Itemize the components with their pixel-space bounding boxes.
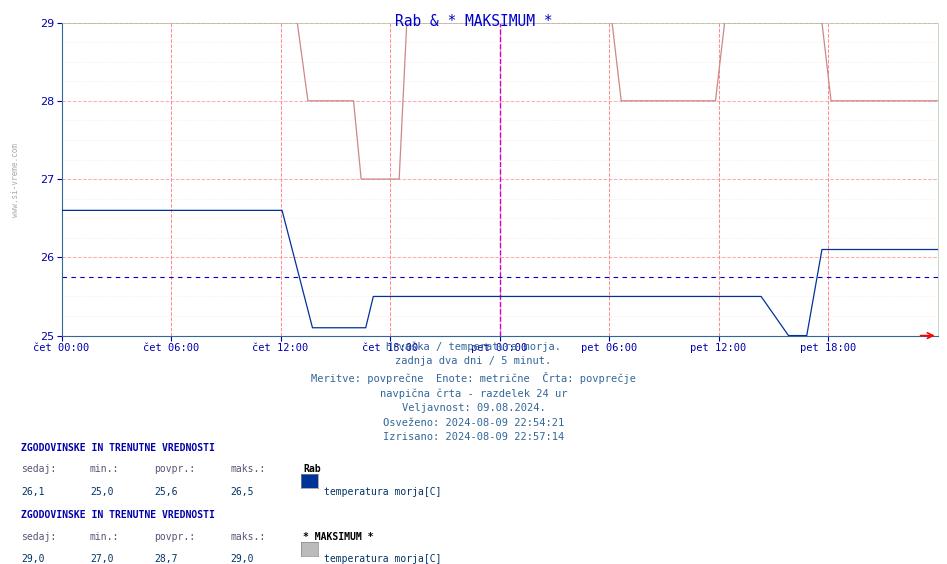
Text: 25,0: 25,0 bbox=[90, 487, 114, 497]
Text: 29,0: 29,0 bbox=[230, 554, 254, 564]
Text: ZGODOVINSKE IN TRENUTNE VREDNOSTI: ZGODOVINSKE IN TRENUTNE VREDNOSTI bbox=[21, 443, 215, 453]
Text: povpr.:: povpr.: bbox=[154, 532, 195, 542]
Text: sedaj:: sedaj: bbox=[21, 464, 56, 474]
Text: temperatura morja[C]: temperatura morja[C] bbox=[324, 554, 441, 564]
Text: 26,5: 26,5 bbox=[230, 487, 254, 497]
Text: Rab: Rab bbox=[303, 464, 321, 474]
Text: Rab & * MAKSIMUM *: Rab & * MAKSIMUM * bbox=[395, 14, 552, 29]
Text: maks.:: maks.: bbox=[230, 464, 265, 474]
Text: 28,7: 28,7 bbox=[154, 554, 178, 564]
Text: min.:: min.: bbox=[90, 464, 119, 474]
Text: temperatura morja[C]: temperatura morja[C] bbox=[324, 487, 441, 497]
Text: 27,0: 27,0 bbox=[90, 554, 114, 564]
Text: 29,0: 29,0 bbox=[21, 554, 45, 564]
Text: 26,1: 26,1 bbox=[21, 487, 45, 497]
Text: ZGODOVINSKE IN TRENUTNE VREDNOSTI: ZGODOVINSKE IN TRENUTNE VREDNOSTI bbox=[21, 510, 215, 521]
Text: * MAKSIMUM *: * MAKSIMUM * bbox=[303, 532, 373, 542]
Text: maks.:: maks.: bbox=[230, 532, 265, 542]
Text: povpr.:: povpr.: bbox=[154, 464, 195, 474]
Text: 25,6: 25,6 bbox=[154, 487, 178, 497]
Text: min.:: min.: bbox=[90, 532, 119, 542]
Text: www.si-vreme.com: www.si-vreme.com bbox=[11, 143, 21, 218]
Text: sedaj:: sedaj: bbox=[21, 532, 56, 542]
Text: Hrvaška / temperatura morja.
zadnja dva dni / 5 minut.
Meritve: povprečne  Enote: Hrvaška / temperatura morja. zadnja dva … bbox=[311, 341, 636, 442]
